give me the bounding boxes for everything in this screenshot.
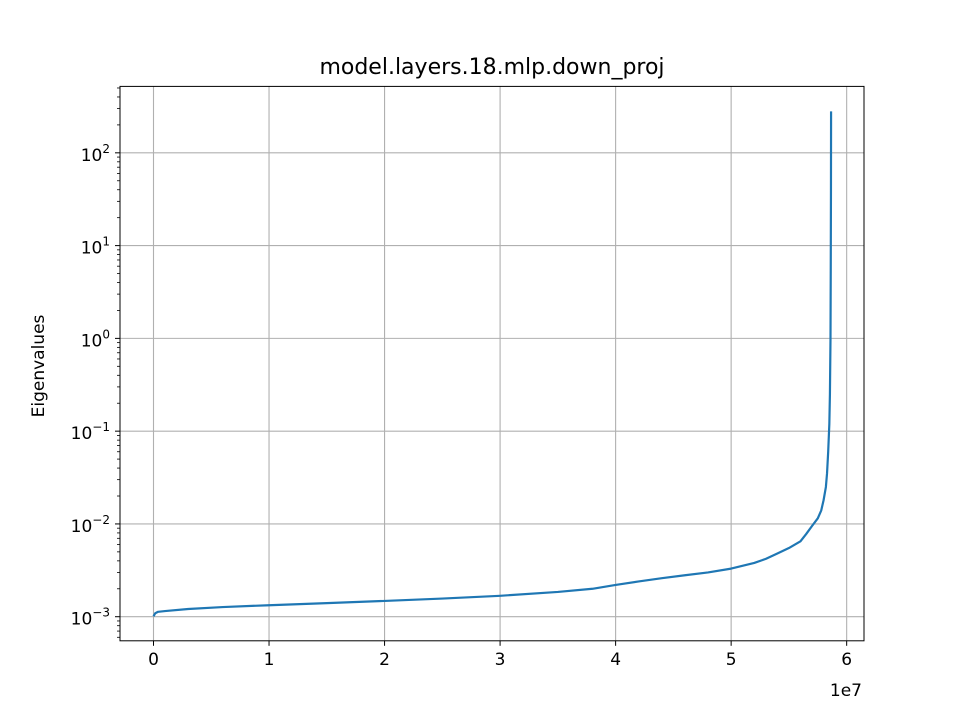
y-tick-label: 102 [81,142,110,166]
x-tick-label: 2 [379,650,390,670]
y-tick-label: 101 [81,235,110,259]
plot-frame [119,85,865,642]
y-tick-label: 10−3 [71,606,110,630]
chart-title: model.layers.18.mlp.down_proj [319,55,664,80]
eigenvalue-series-line [152,111,833,617]
series-layer [152,111,833,617]
y-axis-label: Eigenvalues [29,314,49,417]
x-tick-label: 1 [264,650,275,670]
axis-ticks: 0 1 2 3 4 5 6 10−3 10−2 10−1 100 101 102 [71,87,852,670]
x-tick-label: 4 [610,650,621,670]
grid-lines [120,86,864,641]
y-tick-label: 100 [81,327,110,351]
y-tick-label: 10−2 [71,513,110,537]
x-tick-label: 6 [841,650,852,670]
x-tick-label: 0 [148,650,159,670]
y-tick-label: 10−1 [71,420,110,444]
x-tick-label: 5 [726,650,737,670]
x-axis-offset-label: 1e7 [830,681,862,701]
x-tick-label: 3 [495,650,506,670]
